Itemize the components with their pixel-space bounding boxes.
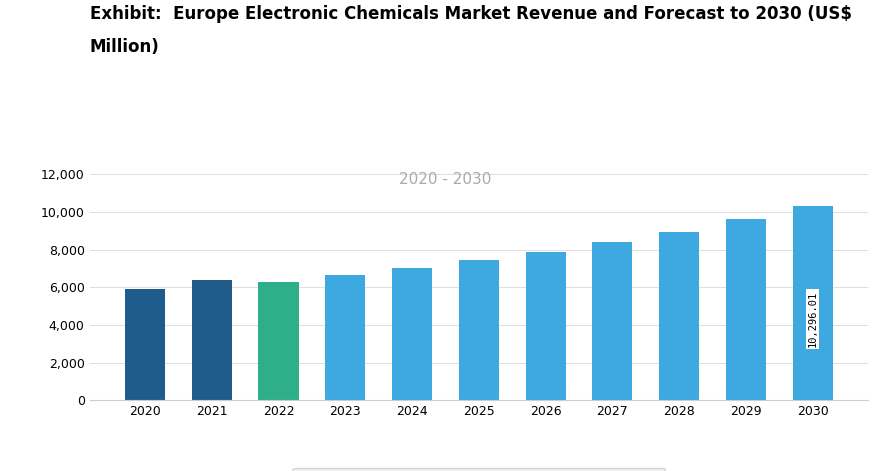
Legend: Historical Year, Base Year, Forecast Year: Historical Year, Base Year, Forecast Yea… <box>292 468 664 471</box>
Bar <box>525 252 565 400</box>
Bar <box>792 206 831 400</box>
Bar <box>658 232 698 400</box>
Text: 2020 - 2030: 2020 - 2030 <box>399 172 491 187</box>
Bar <box>191 280 232 400</box>
Bar <box>725 219 765 400</box>
Bar <box>125 289 164 400</box>
Bar <box>392 268 432 400</box>
Bar <box>258 282 299 400</box>
Bar <box>592 242 632 400</box>
Text: Million): Million) <box>89 38 159 56</box>
Bar <box>459 260 498 400</box>
Text: Exhibit:  Europe Electronic Chemicals Market Revenue and Forecast to 2030 (US$: Exhibit: Europe Electronic Chemicals Mar… <box>89 5 850 23</box>
Text: 10,296.01: 10,296.01 <box>806 291 817 347</box>
Bar <box>325 275 365 400</box>
